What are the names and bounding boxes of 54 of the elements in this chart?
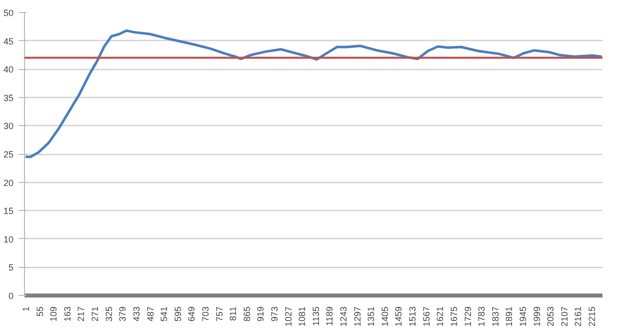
x-tick-label: 1675 <box>448 306 459 327</box>
y-tick-label: 0 <box>8 291 14 301</box>
x-tick-label: 1027 <box>283 306 294 327</box>
x-tick-label: 973 <box>270 306 280 322</box>
x-tick-label: 1891 <box>504 306 514 327</box>
x-tick-label: 109 <box>48 306 59 322</box>
y-tick-label: 5 <box>8 262 14 273</box>
x-tick-label: 1783 <box>476 306 487 327</box>
x-tick-label: 163 <box>62 306 72 322</box>
x-tick-label: 1135 <box>310 306 321 326</box>
y-tick-label: 50 <box>3 8 14 18</box>
x-tick-label: 1351 <box>366 306 376 327</box>
x-tick-label: 55 <box>34 306 45 317</box>
x-tick-label: 1999 <box>532 306 542 327</box>
x-tick-label: 1243 <box>338 306 349 327</box>
y-tick-label: 45 <box>3 36 14 46</box>
y-tick-label: 25 <box>3 150 14 160</box>
x-tick-label: 1729 <box>462 306 473 327</box>
x-tick-label: 1621 <box>435 306 446 327</box>
y-tick-label: 10 <box>3 234 14 244</box>
x-tick-label: 1081 <box>297 306 308 327</box>
x-tick-label: 1189 <box>324 306 335 326</box>
x-tick-label: 379 <box>118 306 128 322</box>
x-tick-label: 1405 <box>380 306 390 327</box>
x-tick-label: 325 <box>104 306 114 322</box>
y-tick-label: 30 <box>3 121 14 132</box>
y-tick-label: 40 <box>3 64 14 75</box>
x-tick-label: 703 <box>200 306 210 322</box>
x-tick-label: 865 <box>242 306 252 322</box>
x-tick-label: 757 <box>214 306 224 322</box>
y-tick-label: 35 <box>3 92 14 103</box>
x-tick-label: 1513 <box>408 306 418 327</box>
x-tick-label: 217 <box>76 306 86 322</box>
x-tick-label: 2107 <box>559 306 570 327</box>
x-tick-label: 271 <box>90 306 100 322</box>
x-tick-label: 1459 <box>394 306 404 327</box>
x-tick-label: 433 <box>131 306 142 322</box>
y-tick-label: 15 <box>3 206 14 216</box>
y-tick-label: 20 <box>3 178 14 188</box>
x-tick-label: 1567 <box>421 306 432 327</box>
x-tick-label: 1945 <box>518 306 528 327</box>
x-tick-label: 1297 <box>352 306 362 327</box>
x-tick-label: 811 <box>228 306 238 321</box>
x-tick-label: 2161 <box>573 306 584 327</box>
line-series <box>24 29 602 158</box>
x-tick-label: 487 <box>145 306 156 322</box>
x-tick-label: 2215 <box>587 306 598 327</box>
x-tick-label: 595 <box>172 306 183 322</box>
x-tick-label: 541 <box>159 306 170 322</box>
x-tick-label: 919 <box>256 306 266 322</box>
x-tick-label: 649 <box>186 306 197 322</box>
x-tick-label: 1837 <box>490 306 500 327</box>
x-tick-label: 2053 <box>546 306 556 327</box>
x-tick-label: 1 <box>21 306 32 312</box>
